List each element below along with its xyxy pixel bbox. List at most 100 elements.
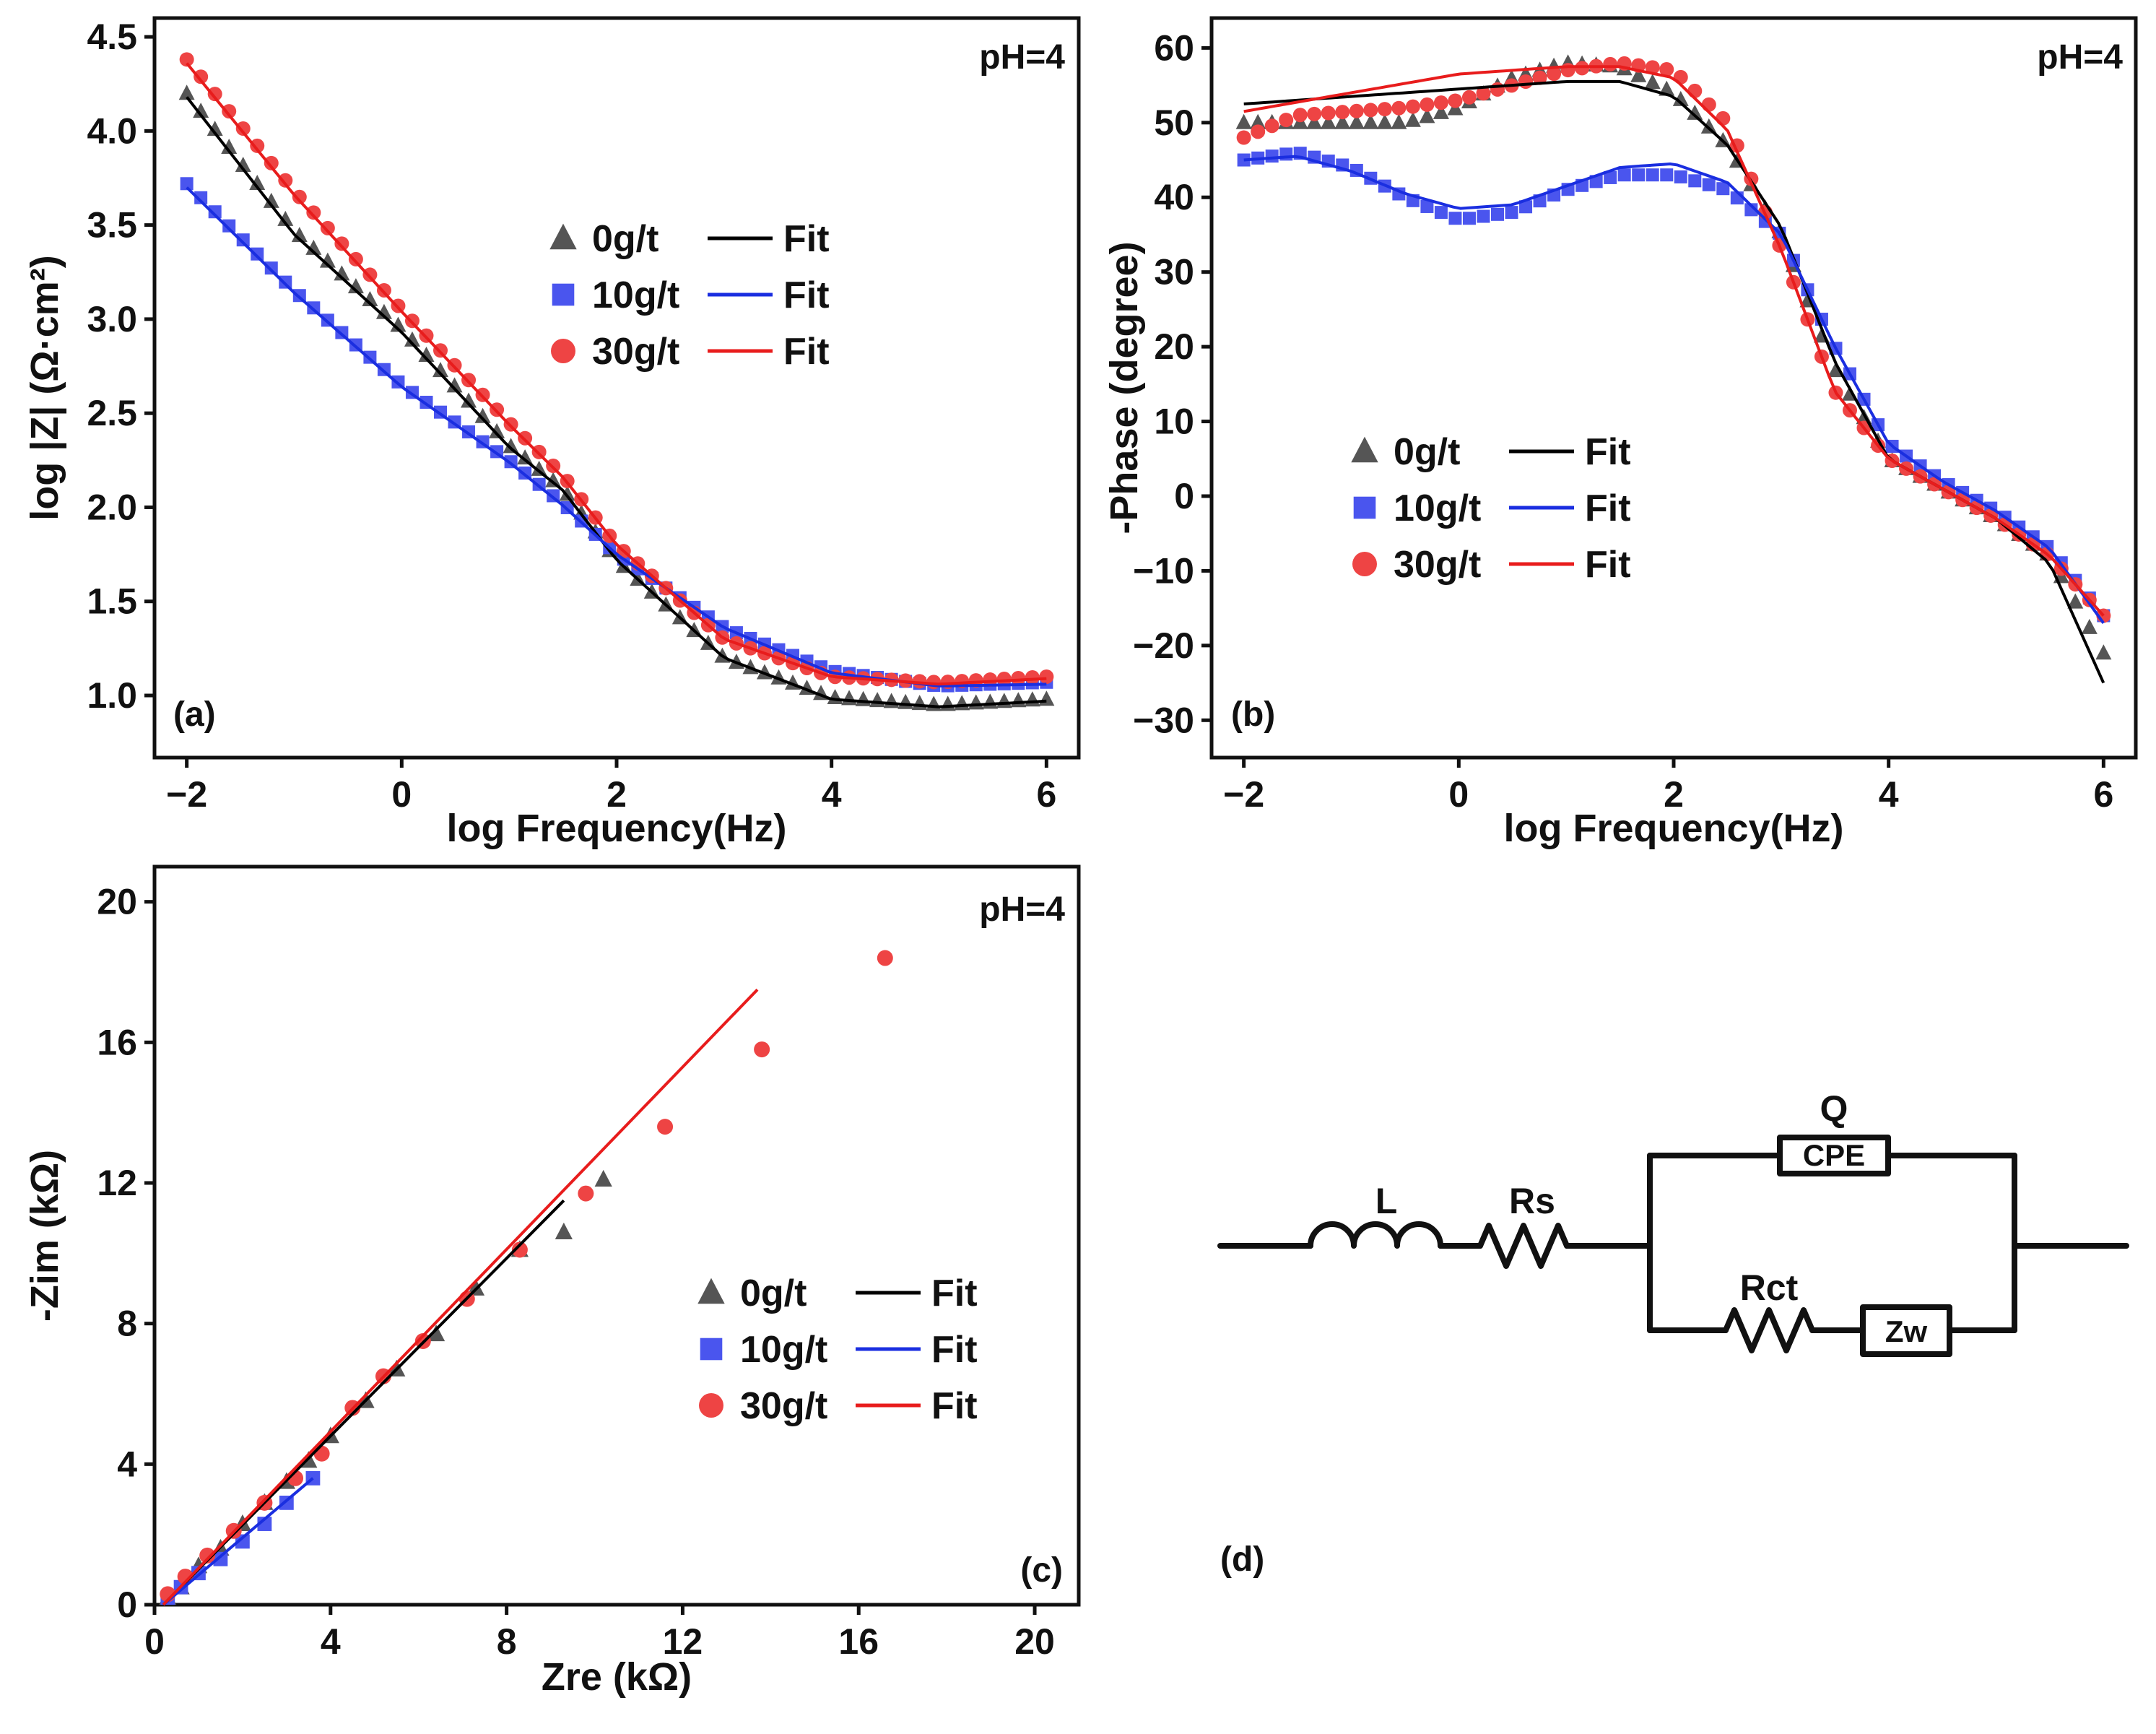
data-point: [264, 261, 278, 275]
y-tick-label: 1.5: [87, 581, 137, 622]
data-point: [432, 362, 449, 378]
condition-label-c: pH=4: [979, 890, 1065, 929]
data-point: [2095, 644, 2112, 660]
data-point: [1448, 93, 1463, 108]
data-point: [1237, 153, 1251, 167]
series-10g-t: [1237, 147, 2111, 623]
data-point: [221, 139, 238, 155]
data-point: [292, 189, 307, 204]
legend-fit-label: Fit: [783, 331, 830, 373]
data-point: [194, 69, 209, 84]
data-point: [545, 472, 562, 487]
y-tick-label: 50: [1154, 103, 1194, 143]
data-point: [222, 104, 237, 119]
data-point: [1321, 105, 1336, 121]
y-axis-label-c: -Zim (kΩ): [23, 1150, 66, 1322]
data-point: [841, 690, 858, 706]
data-point: [1010, 692, 1027, 708]
data-point: [1434, 206, 1448, 220]
resistor-Rct: [1723, 1307, 1815, 1353]
y-tick-label: 3.5: [87, 205, 137, 246]
y-tick-label: 20: [97, 882, 137, 922]
data-point: [1673, 69, 1688, 84]
data-point: [1250, 113, 1266, 129]
fit-line-30g-t: [162, 988, 759, 1606]
data-point: [996, 672, 1012, 687]
data-point: [1687, 104, 1703, 120]
plot-frame-a: [152, 16, 1081, 760]
data-point: [207, 87, 222, 102]
legend-marker: [1351, 436, 1378, 463]
y-tick-label: 3.0: [87, 299, 137, 339]
data-point: [1716, 110, 1731, 126]
data-point: [1251, 124, 1266, 139]
legend-series-label: 0g/t: [740, 1273, 807, 1314]
data-point: [1349, 103, 1364, 118]
data-point: [489, 422, 505, 438]
cpe-name-label: Q: [1820, 1088, 1848, 1129]
data-point: [235, 1534, 250, 1549]
legend-series-label: 10g/t: [592, 274, 679, 316]
data-point: [375, 303, 392, 319]
y-tick-label: 1.0: [87, 675, 137, 716]
data-point: [277, 210, 294, 226]
x-tick-label: 0: [144, 1621, 165, 1662]
data-point: [1391, 100, 1407, 116]
y-tick-label: 4.0: [87, 110, 137, 151]
data-point: [1377, 102, 1392, 117]
data-point: [1744, 203, 1758, 217]
data-point: [235, 157, 251, 173]
data-point: [1701, 97, 1716, 112]
data-point: [1011, 671, 1026, 686]
legend-fit-label: Fit: [931, 1329, 978, 1371]
panel-c: 0 4 8 12 16 20 0 4 8 12 16 20 pH=4 (c) Zre (kΩ) -Zi…: [23, 864, 1081, 1699]
data-point: [968, 694, 984, 710]
data-point: [1264, 118, 1279, 134]
data-point: [2067, 593, 2084, 609]
data-point: [1519, 200, 1533, 214]
data-point: [348, 251, 363, 266]
legend-fit-label: Fit: [783, 274, 830, 316]
data-point: [250, 138, 265, 153]
x-tick-label: 4: [1879, 774, 1899, 815]
cpe-box-label: CPE: [1803, 1138, 1865, 1172]
legend-series-label: 30g/t: [740, 1385, 827, 1427]
corner-label-a: (a): [173, 695, 216, 734]
data-point: [193, 103, 209, 118]
y-tick-label: 2.5: [87, 393, 137, 433]
data-point: [474, 407, 491, 423]
data-point: [1560, 63, 1575, 78]
data-point: [578, 1185, 594, 1202]
data-point: [517, 449, 534, 465]
data-point: [347, 278, 364, 294]
data-point: [1491, 207, 1505, 221]
data-point: [1376, 113, 1393, 129]
cpe-element: [1777, 1135, 1891, 1176]
y-axis-label-a: log |Z| (Ω·cm²): [23, 255, 67, 520]
data-point: [1362, 113, 1379, 129]
data-point: [179, 52, 194, 67]
y-tick-label: 10: [1154, 402, 1194, 442]
data-point: [305, 239, 322, 255]
legend-series-label: 30g/t: [1394, 544, 1481, 586]
data-point: [939, 695, 956, 711]
data-point: [1702, 178, 1716, 191]
data-point: [1038, 690, 1055, 706]
data-point: [1700, 118, 1717, 134]
equivalent-circuit: L Rs CPE Q Rct Zw (d): [1217, 1088, 2129, 1579]
data-point: [657, 1119, 674, 1135]
y-tick-label: 40: [1154, 177, 1194, 217]
data-point: [983, 672, 998, 688]
data-point: [1660, 168, 1674, 182]
data-point: [2081, 618, 2098, 634]
fit-line-10g-t: [1243, 155, 2105, 624]
data-point: [1334, 113, 1351, 129]
series-0g-t: [178, 84, 1055, 711]
data-point: [461, 392, 477, 408]
legend-marker: [699, 1393, 723, 1418]
data-point: [404, 331, 420, 347]
legend-fit-label: Fit: [931, 1385, 978, 1427]
data-point: [877, 950, 893, 966]
data-point: [1461, 90, 1477, 105]
data-point: [263, 192, 279, 208]
